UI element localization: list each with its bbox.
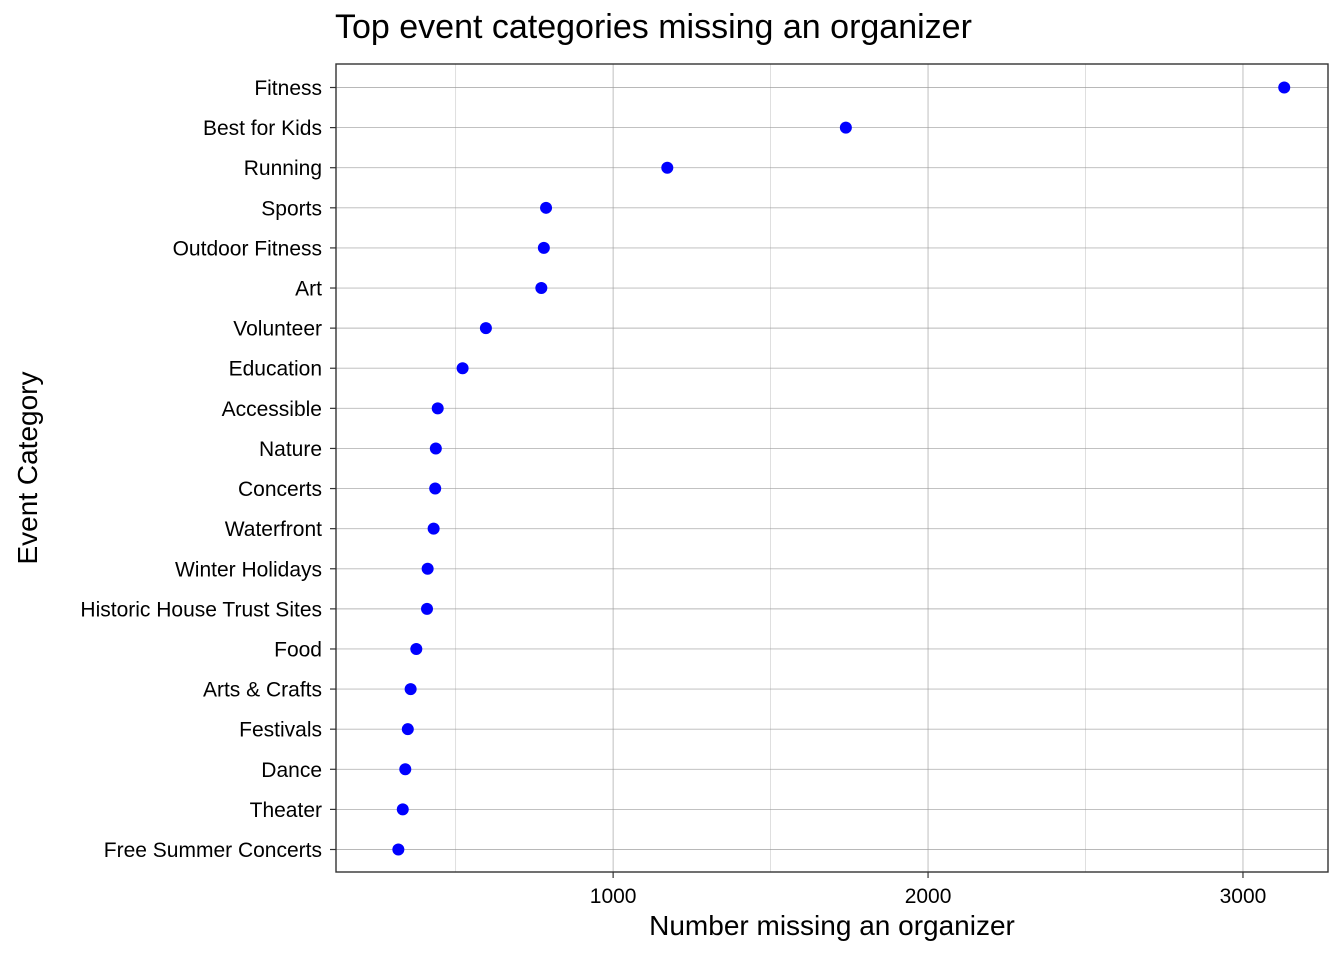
data-point xyxy=(456,362,469,375)
y-tick-label: Running xyxy=(244,157,322,180)
data-point xyxy=(410,642,423,655)
axis-ticks: 1000 2000 3000 Fitness Best for Kids Running S… xyxy=(80,77,1266,908)
y-tick-label: Art xyxy=(295,278,322,301)
y-tick-label: Fitness xyxy=(254,77,322,100)
data-point xyxy=(540,201,553,214)
data-point xyxy=(431,402,444,415)
y-tick-label: Arts & Crafts xyxy=(203,679,322,702)
x-tick-label: 3000 xyxy=(1220,885,1267,908)
grid-lines xyxy=(336,64,1328,872)
x-tick-label: 2000 xyxy=(905,885,952,908)
y-tick-label: Theater xyxy=(250,799,322,822)
y-tick-label: Historic House Trust Sites xyxy=(80,598,322,621)
data-point xyxy=(399,763,412,776)
y-tick-label: Education xyxy=(229,358,322,381)
data-point xyxy=(392,843,405,856)
y-tick-label: Best for Kids xyxy=(203,117,322,140)
y-tick-label: Nature xyxy=(259,438,322,461)
data-point xyxy=(839,121,852,134)
data-point xyxy=(427,522,440,535)
y-tick-label: Dance xyxy=(261,759,322,782)
data-point xyxy=(479,322,492,335)
data-point xyxy=(429,482,442,495)
y-tick-label: Winter Holidays xyxy=(175,558,322,581)
data-point xyxy=(421,602,434,615)
y-tick-label: Festivals xyxy=(239,719,322,742)
y-tick-label: Volunteer xyxy=(233,318,322,341)
data-point xyxy=(404,683,417,696)
data-point xyxy=(1278,81,1291,94)
plot-panel-border xyxy=(335,63,1329,873)
data-points xyxy=(392,81,1291,856)
data-point xyxy=(537,241,550,254)
y-axis-title: Event Category xyxy=(12,371,43,565)
data-point xyxy=(535,282,548,295)
data-point xyxy=(429,442,442,455)
y-tick-label: Sports xyxy=(261,197,322,220)
y-tick-label: Outdoor Fitness xyxy=(173,237,322,260)
y-tick-label: Waterfront xyxy=(225,518,322,541)
y-tick-label: Food xyxy=(274,638,322,661)
y-tick-label: Free Summer Concerts xyxy=(104,839,322,862)
chart-title: Top event categories missing an organize… xyxy=(335,8,972,46)
x-axis-title: Number missing an organizer xyxy=(649,910,1015,941)
y-tick-label: Concerts xyxy=(238,478,322,501)
data-point xyxy=(661,161,674,174)
data-point xyxy=(396,803,409,816)
data-point xyxy=(421,562,434,575)
y-tick-label: Accessible xyxy=(222,398,322,421)
x-tick-label: 1000 xyxy=(590,885,637,908)
data-point xyxy=(401,723,414,736)
